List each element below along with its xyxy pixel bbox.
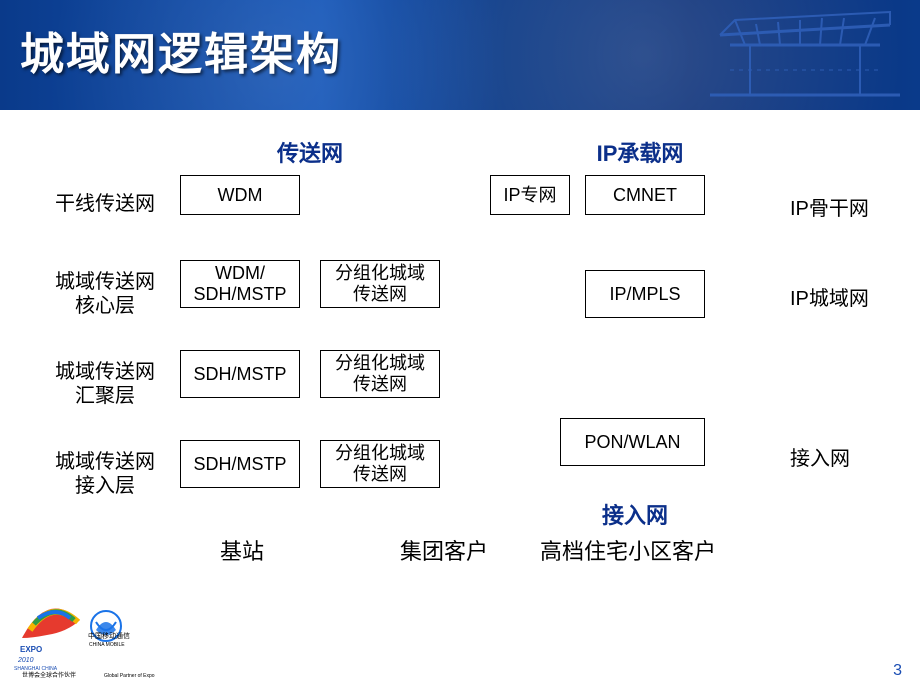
page-number: 3	[893, 662, 902, 680]
logo-area: EXPO 2010 SHANGHAI CHINA 中国移动通信 CHINA MO…	[12, 580, 162, 680]
row-label-man-agg: 城域传送网 汇聚层	[40, 360, 170, 408]
pavilion-graphic	[690, 0, 920, 110]
row-label-man-access: 城域传送网 接入层	[40, 450, 170, 498]
box-wdm: WDM	[180, 175, 300, 215]
box-ip-mpls: IP/MPLS	[585, 270, 705, 318]
column-header-ip: IP承载网	[490, 136, 790, 168]
expo-cmcc-logo: EXPO 2010 SHANGHAI CHINA 中国移动通信 CHINA MO…	[12, 580, 162, 680]
svg-text:EXPO: EXPO	[20, 645, 42, 654]
bottom-label-basestation: 基站	[220, 534, 264, 566]
logo-caption-cn: 中国移动通信	[88, 631, 130, 640]
right-label-ip-backbone: IP骨干网	[790, 192, 900, 221]
logo-caption-partner-cn: 世博会全球合作伙伴	[22, 671, 76, 679]
box-ip-private: IP专网	[490, 175, 570, 215]
svg-text:SHANGHAI CHINA: SHANGHAI CHINA	[14, 666, 58, 672]
right-label-access: 接入网	[790, 442, 900, 471]
box-cmnet: CMNET	[585, 175, 705, 215]
box-wdm-sdh-mstp: WDM/ SDH/MSTP	[180, 260, 300, 308]
box-sdh-mstp-agg: SDH/MSTP	[180, 350, 300, 398]
box-packet-man-core: 分组化城域 传送网	[320, 260, 440, 308]
page-title: 城域网逻辑架构	[20, 18, 342, 82]
svg-text:2010: 2010	[17, 657, 34, 664]
box-sdh-mstp-access: SDH/MSTP	[180, 440, 300, 488]
architecture-diagram: 传送网 IP承载网 干线传送网 城域传送网 核心层 城域传送网 汇聚层 城域传送…	[0, 110, 920, 580]
bottom-label-residential: 高档住宅小区客户	[540, 534, 716, 566]
box-packet-man-agg: 分组化城域 传送网	[320, 350, 440, 398]
column-header-transport: 传送网	[180, 136, 440, 168]
bottom-label-enterprise: 集团客户	[400, 534, 488, 566]
logo-caption-en: CHINA MOBILE	[89, 642, 125, 648]
row-label-backbone-transport: 干线传送网	[40, 192, 170, 216]
slide-header: 城域网逻辑架构	[0, 0, 920, 110]
row-label-man-core: 城域传送网 核心层	[40, 270, 170, 318]
section-label-access: 接入网	[560, 498, 710, 530]
logo-caption-partner-en: Global Partner of Expo	[104, 673, 155, 679]
right-label-ip-man: IP城域网	[790, 282, 900, 311]
box-packet-man-access: 分组化城域 传送网	[320, 440, 440, 488]
box-pon-wlan: PON/WLAN	[560, 418, 705, 466]
